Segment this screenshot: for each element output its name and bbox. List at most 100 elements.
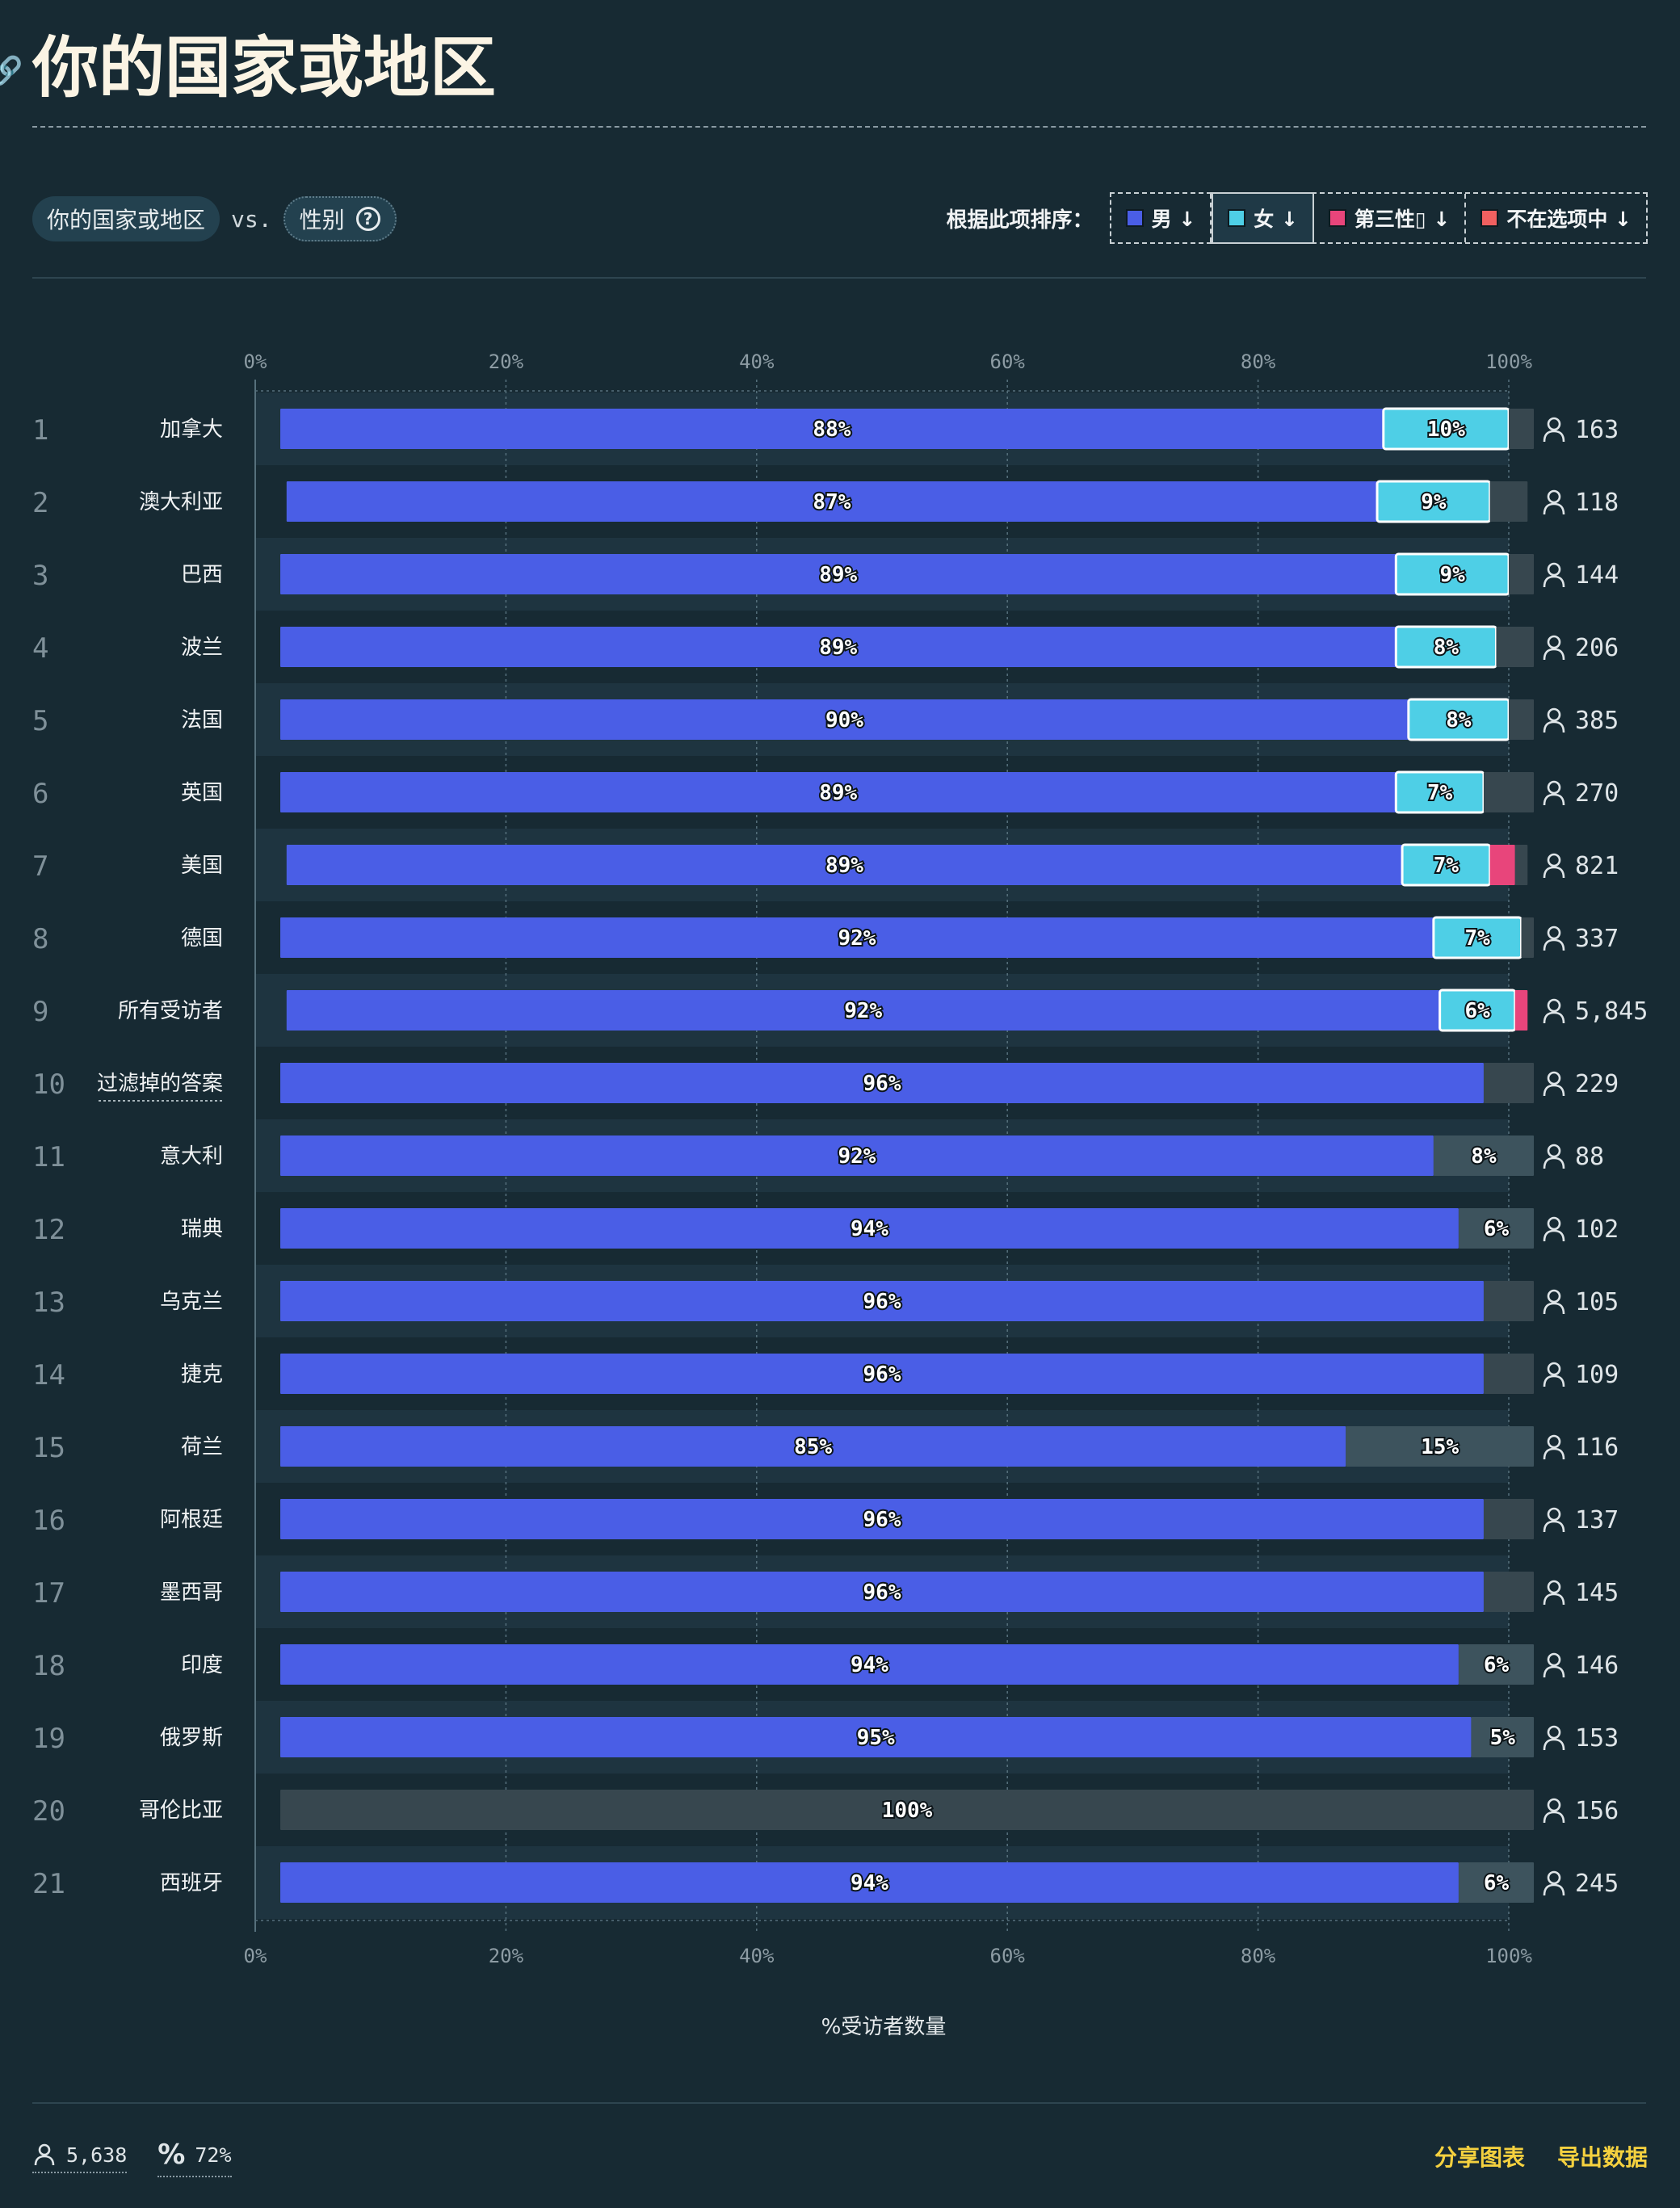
row-rank: 18 xyxy=(32,1650,65,1682)
person-icon xyxy=(1547,1362,1561,1376)
bar-segment-rest xyxy=(1483,1063,1535,1103)
bar-value-label: 94% xyxy=(850,1653,888,1677)
row-label: 乌克兰 xyxy=(160,1290,223,1314)
share-chart-link[interactable]: 分享图表 xyxy=(1434,2144,1525,2171)
person-icon xyxy=(1543,1229,1565,1242)
row-rank: 13 xyxy=(32,1287,65,1319)
bar-value-label: 9% xyxy=(1440,563,1466,587)
bar-segment-male xyxy=(286,481,1378,522)
help-icon[interactable]: ? xyxy=(355,207,380,231)
sort-label: 根据此项排序： xyxy=(946,208,1094,233)
bar-value-label: 89% xyxy=(819,781,857,805)
x-tick-label-top: 40% xyxy=(739,351,775,373)
person-icon xyxy=(1543,938,1565,951)
person-icon xyxy=(1543,1302,1565,1315)
percent-stat[interactable]: % 72% xyxy=(158,2139,232,2177)
bar-value-label: 90% xyxy=(825,708,863,733)
person-icon xyxy=(1547,1144,1561,1158)
bar-segment-rest xyxy=(1509,554,1535,594)
x-tick-label-bottom: 80% xyxy=(1241,1945,1276,1967)
bar-value-label: 6% xyxy=(1484,1217,1510,1241)
person-icon xyxy=(1543,1156,1565,1169)
sort-button-third-gender[interactable]: 第三性▯ ↓ xyxy=(1314,194,1467,242)
bar-value-label: 89% xyxy=(819,636,857,660)
sort-button-not-listed[interactable]: 不在选项中 ↓ xyxy=(1466,194,1646,242)
sort-button-label: 第三性▯ ↓ xyxy=(1354,208,1451,231)
row-label: 哥伦比亚 xyxy=(139,1799,223,1823)
person-icon xyxy=(1547,707,1561,722)
person-icon xyxy=(1543,1883,1565,1896)
bar-segment-rest xyxy=(280,1790,1535,1830)
bar-segment-third xyxy=(1489,845,1515,885)
bar-segment-rest xyxy=(1483,1572,1535,1612)
sort-button-group: 男 ↓ 女 ↓ 第三性▯ ↓ 不在选项中 ↓ xyxy=(1109,192,1648,244)
row-count: 229 xyxy=(1575,1070,1619,1098)
bar-value-label: 8% xyxy=(1446,708,1472,733)
filter-pill-gender-label: 性别 xyxy=(299,207,345,233)
person-icon xyxy=(1543,1738,1565,1751)
bar-value-label: 6% xyxy=(1465,999,1491,1023)
x-tick-label-top: 20% xyxy=(489,351,524,373)
row-rank: 21 xyxy=(32,1868,65,1900)
bar-segment-male xyxy=(280,1063,1484,1103)
bar-segment-male xyxy=(286,845,1403,885)
x-tick-label-bottom: 40% xyxy=(739,1945,775,1967)
row-count: 145 xyxy=(1575,1579,1619,1607)
row-label: 墨西哥 xyxy=(160,1580,223,1605)
row-count: 245 xyxy=(1575,1870,1619,1898)
person-icon xyxy=(1547,853,1561,867)
row-rank: 11 xyxy=(32,1141,65,1173)
row-label: 巴西 xyxy=(181,563,223,587)
row-rank: 1 xyxy=(32,414,48,447)
filter-pill-gender[interactable]: 性别 ? xyxy=(283,196,397,241)
row-count: 144 xyxy=(1575,561,1619,590)
row-count: 102 xyxy=(1575,1215,1619,1244)
row-rank: 12 xyxy=(32,1214,65,1246)
filter-pill-country[interactable]: 你的国家或地区 xyxy=(32,196,220,241)
bar-segment-male xyxy=(280,772,1396,812)
bar-value-label: 87% xyxy=(813,490,850,514)
person-icon xyxy=(1547,1798,1561,1812)
row-label: 捷克 xyxy=(181,1362,223,1387)
row-rank: 9 xyxy=(32,996,48,1028)
person-icon xyxy=(1543,430,1565,443)
percent-value: 72% xyxy=(195,2143,232,2167)
bar-segment-rest xyxy=(1471,1717,1535,1757)
bar-value-label: 15% xyxy=(1421,1435,1459,1459)
person-icon xyxy=(1547,1580,1561,1594)
row-count: 137 xyxy=(1575,1506,1619,1534)
export-data-link[interactable]: 导出数据 xyxy=(1556,2144,1648,2171)
row-label: 法国 xyxy=(181,708,223,733)
bar-segment-rest xyxy=(1483,1499,1535,1539)
bar-value-label: 6% xyxy=(1484,1871,1510,1895)
bar-segment-rest xyxy=(1514,845,1528,885)
title-divider xyxy=(32,126,1646,128)
sort-button-female[interactable]: 女 ↓ xyxy=(1212,192,1314,244)
row-label: 英国 xyxy=(181,781,223,805)
x-tick-label-bottom: 0% xyxy=(244,1945,267,1967)
row-label: 美国 xyxy=(181,854,223,878)
person-icon xyxy=(1547,1725,1561,1740)
person-icon xyxy=(1543,1375,1565,1387)
person-icon xyxy=(1547,489,1561,504)
person-icon xyxy=(1547,1289,1561,1303)
sort-button-label: 女 ↓ xyxy=(1254,208,1298,231)
bar-value-label: 94% xyxy=(850,1871,888,1895)
bar-value-label: 92% xyxy=(844,999,882,1023)
row-rank: 19 xyxy=(32,1723,65,1755)
x-tick-label-top: 60% xyxy=(990,351,1026,373)
bar-segment-rest xyxy=(1496,627,1535,667)
row-count: 337 xyxy=(1575,925,1619,953)
sort-button-male[interactable]: 男 ↓ xyxy=(1111,194,1212,242)
footer-divider xyxy=(32,2102,1646,2104)
row-label: 印度 xyxy=(181,1653,223,1677)
bar-value-label: 92% xyxy=(838,926,876,951)
bar-value-label: 8% xyxy=(1471,1144,1497,1169)
bar-segment-male xyxy=(280,1499,1484,1539)
female-swatch-icon xyxy=(1228,209,1246,227)
bar-segment-male xyxy=(286,990,1440,1031)
x-tick-label-bottom: 20% xyxy=(489,1945,524,1967)
link-icon[interactable]: 🔗 xyxy=(0,55,23,87)
person-icon xyxy=(1547,780,1561,795)
respondents-stat[interactable]: 5,638 xyxy=(32,2143,128,2173)
